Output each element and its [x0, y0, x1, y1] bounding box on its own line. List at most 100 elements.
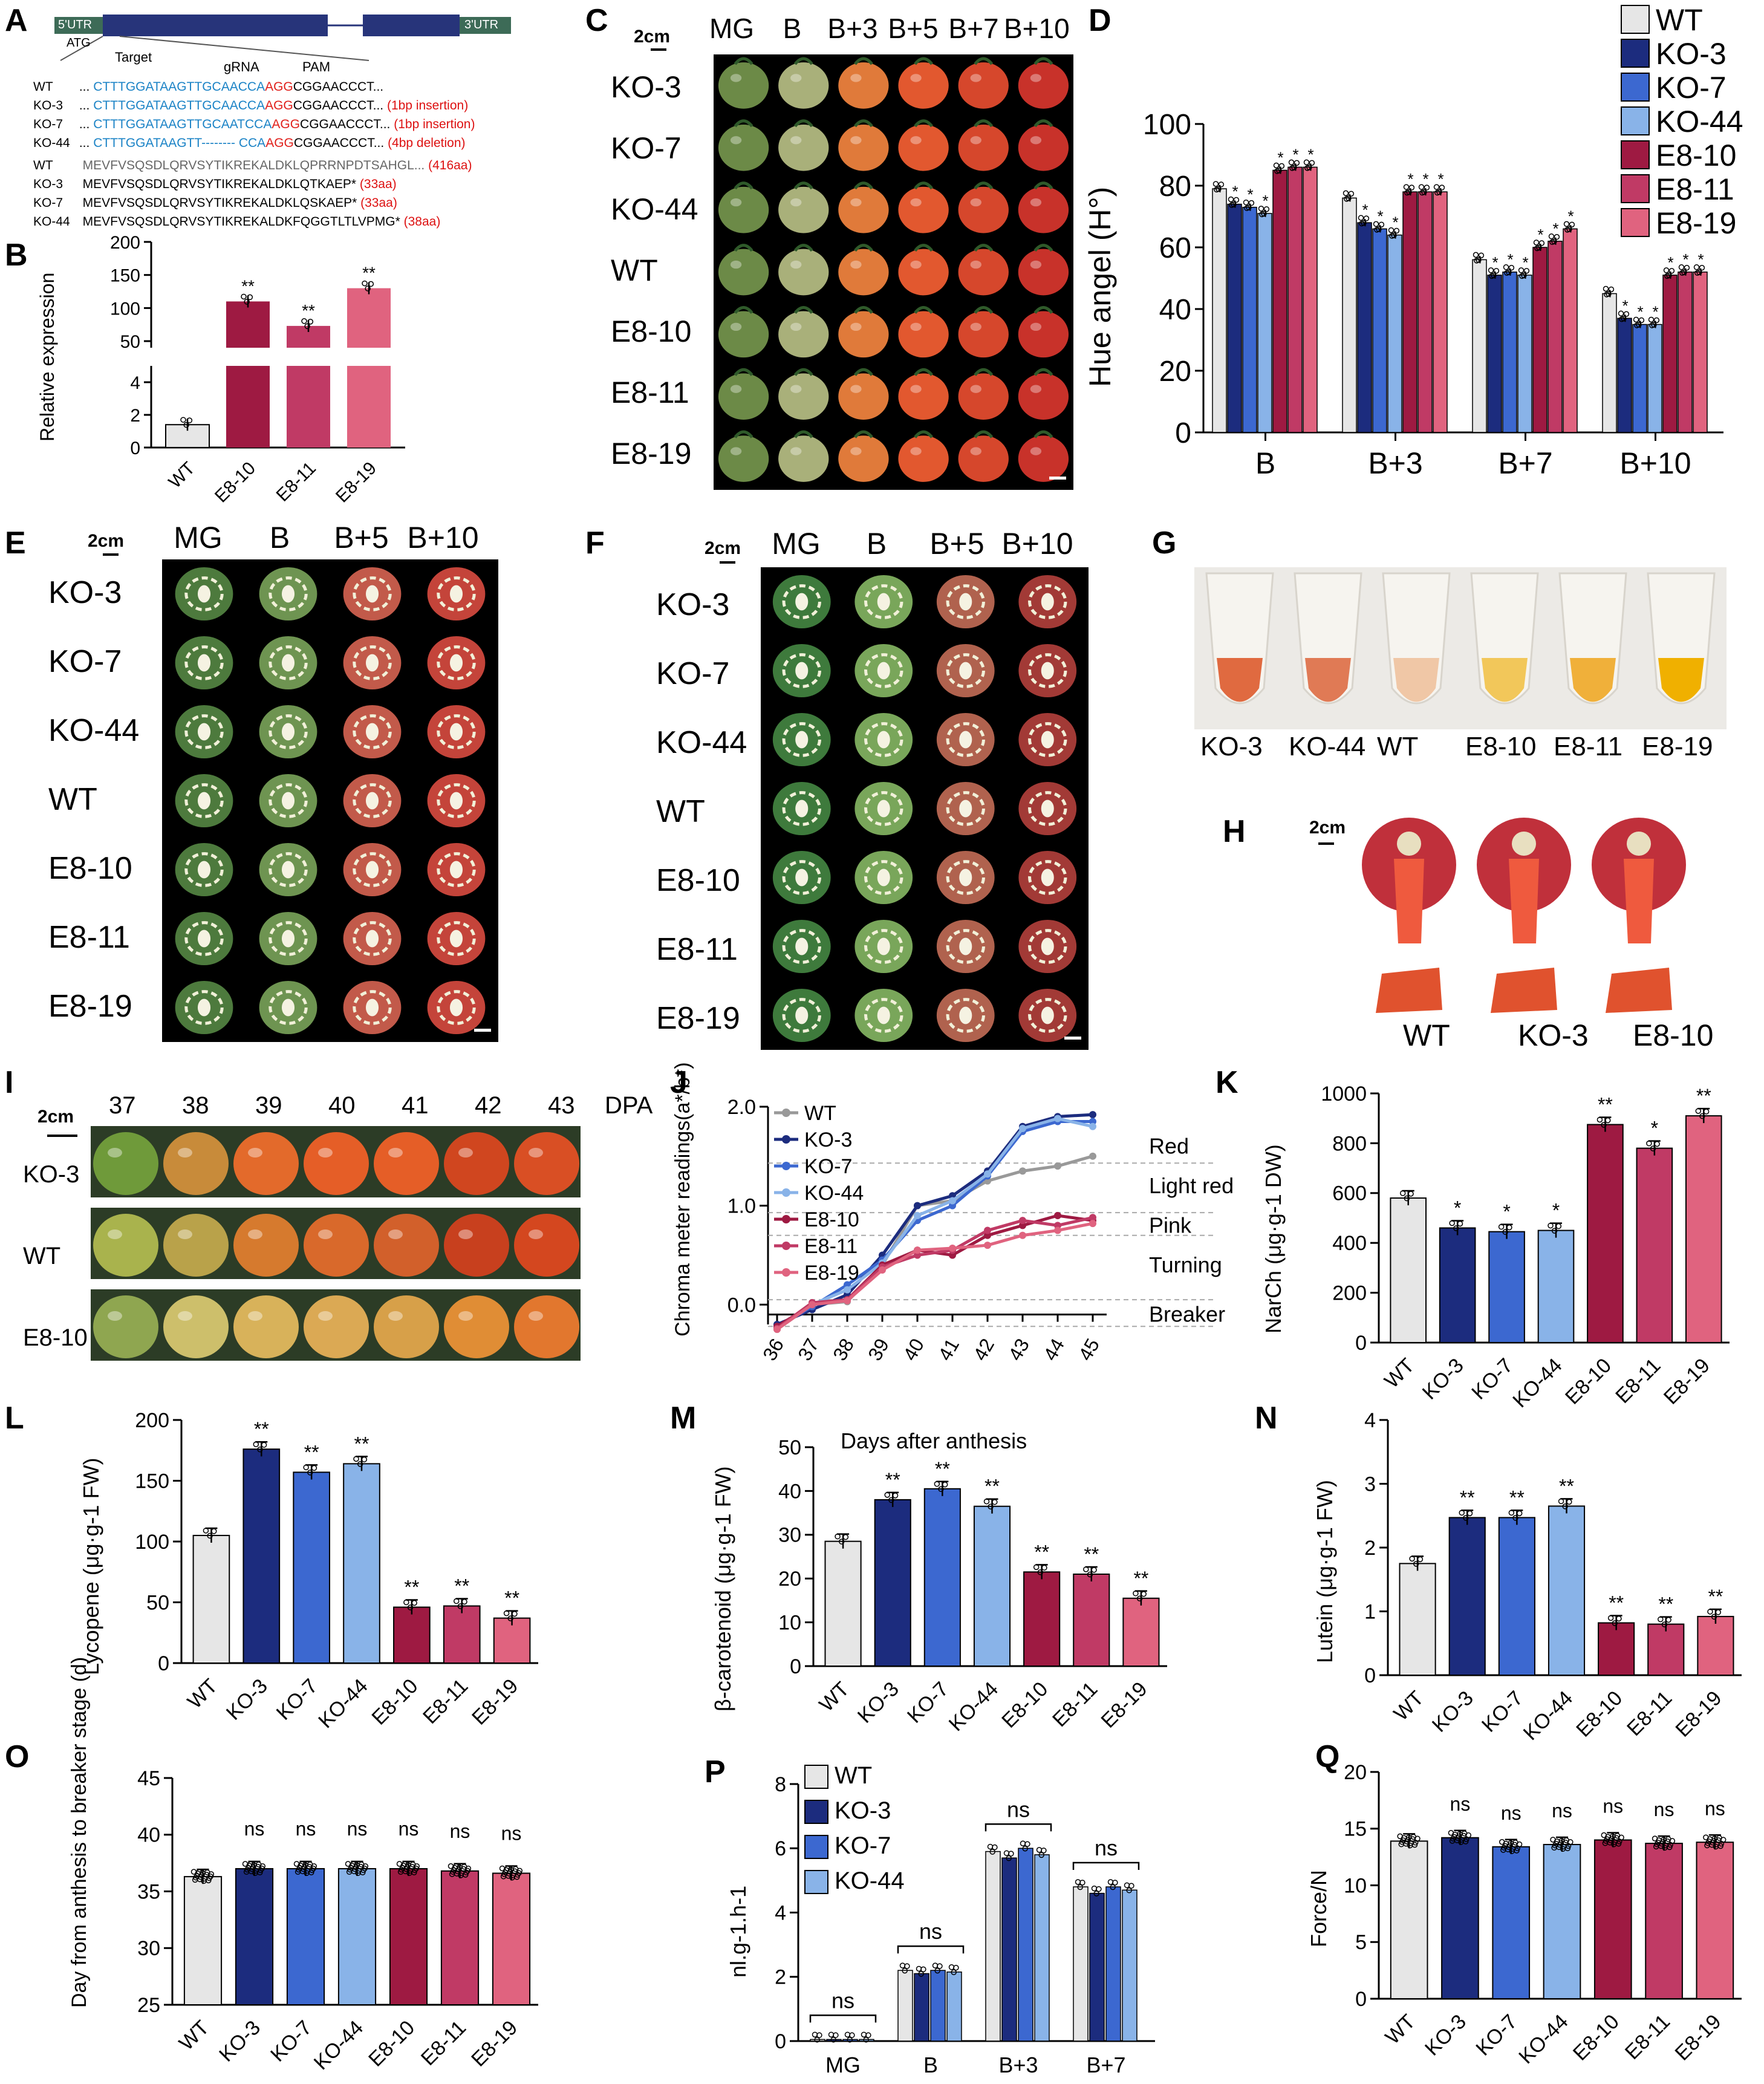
panel-f-row-label: E8-11: [656, 932, 738, 967]
bar: [1593, 1839, 1632, 1999]
data-point: [201, 1878, 207, 1884]
fruit-core: [959, 731, 972, 749]
bar: [440, 1870, 480, 2005]
x-tick-label: KO-3: [1418, 1354, 1468, 1404]
x-tick-label: E8-10: [997, 1678, 1052, 1733]
x-tick-label: WT: [1389, 1687, 1428, 1725]
tube-label: KO-3: [1200, 732, 1263, 761]
data-point: [1516, 1510, 1523, 1517]
fruit-locule: [782, 929, 821, 964]
x-tick-label: E8-19: [467, 2016, 522, 2071]
fruit-core: [281, 654, 295, 672]
fruit-calyx: [914, 305, 934, 314]
tube-pigment: [1393, 658, 1439, 702]
significance-label: *: [1652, 303, 1658, 321]
data-point: [261, 1442, 267, 1448]
data-point: [1083, 1566, 1089, 1572]
fruit-calyx: [793, 181, 813, 190]
bar: [1073, 1886, 1089, 2042]
fruit-locule: [437, 576, 476, 611]
legend-swatch: [1621, 140, 1650, 169]
data-point: [1618, 1834, 1624, 1841]
legend-label: KO-3: [835, 1797, 891, 1824]
fruit-locule: [864, 998, 903, 1033]
protein-row: KO-7 MEVFVSQSDLQRVSYTIKREKALDKLQSKAEP* (…: [33, 194, 472, 212]
tube-pigment: [1482, 658, 1528, 702]
protein-length-note: (38aa): [400, 215, 441, 229]
fruit-calyx: [1033, 57, 1053, 65]
panel-c-row-label: E8-19: [611, 437, 692, 471]
fruit-calyx: [853, 368, 873, 376]
fruit-locule: [946, 998, 985, 1033]
fruit-highlight: [850, 260, 862, 269]
data-point: [920, 1966, 926, 1973]
significance-label: *: [1552, 220, 1558, 238]
series-point: [1089, 1122, 1096, 1130]
data-point: [1607, 1615, 1614, 1621]
fruit-locule: [269, 714, 308, 749]
protein-name: KO-44: [33, 215, 70, 229]
data-point: [247, 1861, 253, 1867]
fruit-calyx: [734, 119, 753, 128]
panel-c-column-label: MG: [709, 13, 755, 44]
data-point: [1665, 1617, 1671, 1623]
significance-label: *: [1232, 183, 1238, 201]
fruit-highlight: [850, 74, 862, 82]
panel-h-scalebar: [1318, 842, 1334, 845]
tomato-fruit: [163, 1295, 229, 1358]
data-point: [1563, 221, 1570, 227]
panel-e-row-label: KO-7: [48, 644, 122, 679]
y-tick-label: 100: [1143, 109, 1191, 141]
fruit-highlight: [1030, 198, 1042, 207]
fruit-core: [877, 937, 890, 956]
fruit-highlight: [248, 1311, 262, 1321]
fruit-locule: [353, 852, 392, 887]
fruit-core: [795, 662, 809, 680]
data-point: [1654, 1141, 1660, 1147]
y-tick-label: 800: [1332, 1132, 1367, 1155]
x-tick-label: E8-10: [367, 1675, 422, 1730]
x-tick-label: 37: [793, 1335, 823, 1364]
significance-label: **: [1708, 1586, 1723, 1607]
data-point: [1417, 1556, 1424, 1563]
data-point: [1259, 211, 1265, 218]
panel-g-label: G: [1152, 526, 1177, 561]
data-point: [1548, 233, 1555, 239]
peel-strip: [1509, 859, 1539, 943]
y-tick-label: 50: [778, 1436, 801, 1459]
panel-f-column-label: MG: [772, 527, 821, 561]
data-point: [1378, 221, 1385, 228]
tomato-fruit: [778, 435, 829, 482]
significance-label: ns: [501, 1823, 522, 1845]
hue-angle-chart: 0 20 40 60 80 100 * * * * * * B * * * * * * B+3 * * * * * * B+7 * * *…: [1143, 109, 1723, 480]
fruit-calyx: [734, 244, 753, 252]
tomato-fruit: [1018, 435, 1069, 482]
protein-name: KO-7: [33, 196, 63, 210]
protein-length-note: (33aa): [357, 196, 397, 210]
data-point: [1091, 1567, 1097, 1573]
significance-label: **: [1133, 1568, 1148, 1589]
fruit-calyx: [1033, 305, 1053, 314]
data-point: [453, 1598, 460, 1604]
data-point: [1038, 1852, 1044, 1858]
data-point: [257, 1446, 263, 1453]
data-point: [1359, 220, 1365, 227]
fruit-core: [281, 861, 295, 879]
bar: [810, 2039, 825, 2042]
x-tick-label: E8-19: [1671, 1687, 1727, 1742]
x-tick-label: WT: [815, 1678, 853, 1716]
panel-e-row-label: KO-3: [48, 575, 122, 610]
dna-grna-seq: CTTTGGATAAGTTGCAATCCA: [93, 117, 272, 131]
data-point: [362, 280, 368, 287]
fruit-highlight: [970, 322, 981, 331]
legend-swatch: [804, 1765, 828, 1789]
tube-label: WT: [1377, 732, 1419, 761]
significance-label: *: [1247, 186, 1253, 204]
fruit-highlight: [318, 1229, 333, 1239]
narch-chart: 02004006008001000WT*KO-3*KO-7*KO-44**E8-…: [1321, 1083, 1730, 1412]
protein-name: KO-3: [33, 177, 63, 191]
scale-bar: [474, 1029, 491, 1032]
significance-label: **: [1084, 1543, 1099, 1565]
x-tick-label: KO-44: [1514, 2010, 1572, 2068]
significance-label: *: [1697, 250, 1704, 269]
